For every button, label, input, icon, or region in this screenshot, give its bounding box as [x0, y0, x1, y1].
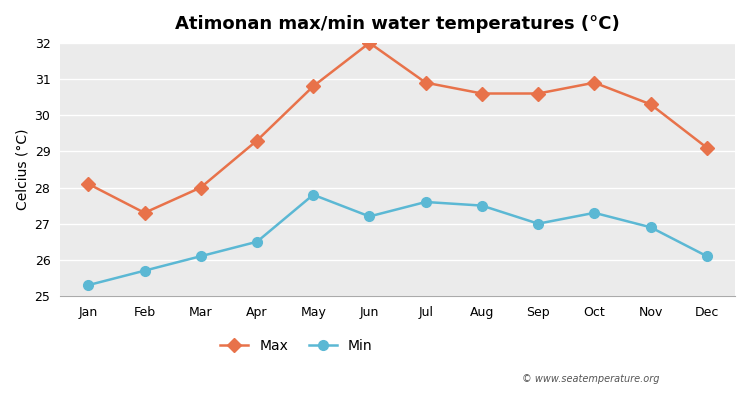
Max — [478, 91, 487, 96]
Max — [253, 138, 262, 143]
Line: Min: Min — [83, 190, 712, 290]
Max — [196, 185, 206, 190]
Min — [253, 239, 262, 244]
Max — [703, 145, 712, 150]
Text: © www.seatemperature.org: © www.seatemperature.org — [523, 374, 660, 384]
Y-axis label: Celcius (°C): Celcius (°C) — [15, 129, 29, 210]
Max — [590, 80, 599, 85]
Max — [646, 102, 656, 107]
Line: Max: Max — [83, 38, 712, 218]
Max — [140, 210, 149, 215]
Min — [84, 283, 93, 288]
Min — [309, 192, 318, 197]
Min — [703, 254, 712, 259]
Min — [478, 203, 487, 208]
Max — [365, 40, 374, 45]
Min — [422, 200, 430, 204]
Max — [534, 91, 543, 96]
Max — [84, 182, 93, 186]
Max — [422, 80, 430, 85]
Min — [365, 214, 374, 219]
Min — [196, 254, 206, 259]
Min — [534, 221, 543, 226]
Title: Atimonan max/min water temperatures (°C): Atimonan max/min water temperatures (°C) — [176, 15, 620, 33]
Min — [646, 225, 656, 230]
Min — [590, 210, 599, 215]
Max — [309, 84, 318, 89]
Legend: Max, Min: Max, Min — [214, 333, 378, 358]
Min — [140, 268, 149, 273]
